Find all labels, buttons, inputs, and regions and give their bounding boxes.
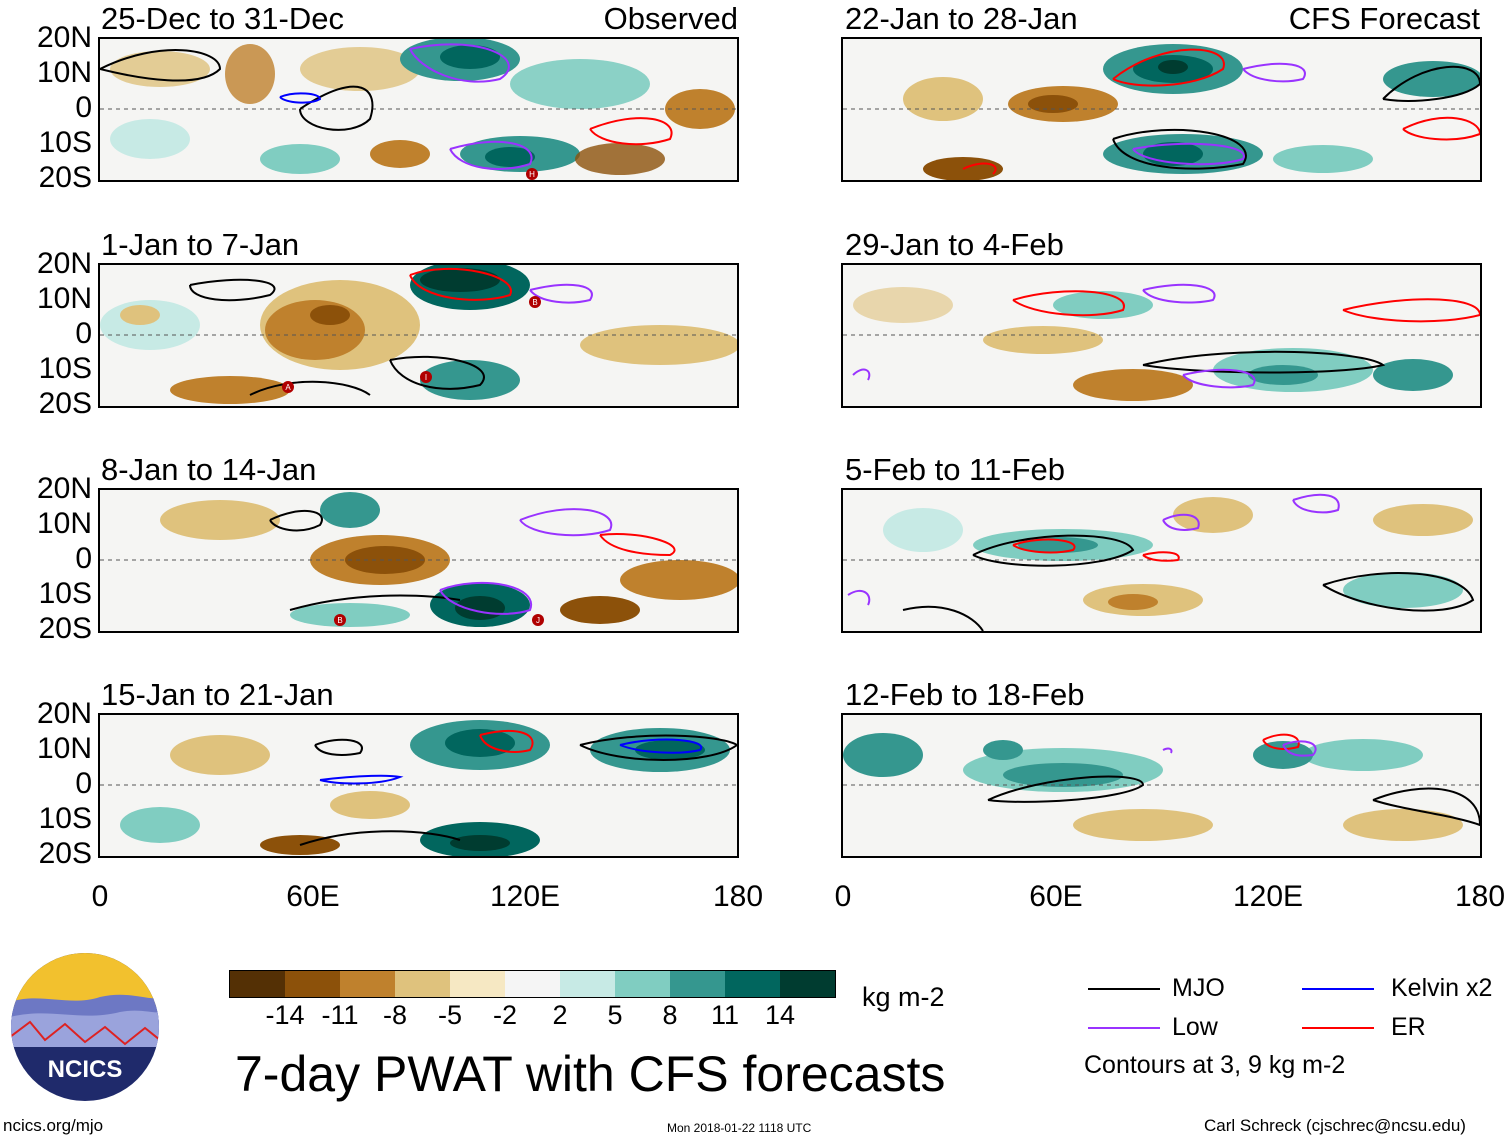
lon-label: 180 xyxy=(1454,880,1506,913)
map-plot: B A I xyxy=(98,263,739,408)
lon-label: 60E xyxy=(1029,880,1083,913)
colorbar-swatch xyxy=(670,971,725,997)
lat-label: 20S xyxy=(38,387,92,420)
colorbar-swatch xyxy=(615,971,670,997)
storm-marker-label: J xyxy=(536,616,540,625)
lat-label: 20N xyxy=(36,247,92,280)
legend-mjo-label: MJO xyxy=(1172,974,1225,1002)
storm-marker-label: B xyxy=(532,298,537,307)
map-plot xyxy=(841,713,1482,858)
lat-label: 10N xyxy=(36,732,92,765)
colorbar-tick: 11 xyxy=(710,1000,740,1030)
colorbar-tick: 5 xyxy=(607,1000,623,1030)
lon-label: 180 xyxy=(712,880,764,913)
lat-label: 20S xyxy=(38,837,92,870)
footer-credit: Carl Schreck (cjschrec@ncsu.edu) xyxy=(1204,1116,1466,1135)
cfs-forecast-tag: CFS Forecast xyxy=(1288,1,1480,36)
observed-tag: Observed xyxy=(603,1,738,36)
footer-url: ncics.org/mjo xyxy=(3,1116,104,1135)
legend-kelvin-line xyxy=(1302,988,1374,990)
storm-marker-label: I xyxy=(425,373,427,382)
colorbar-tick: 14 xyxy=(764,1000,796,1030)
panel-title: 8-Jan to 14-Jan xyxy=(101,452,317,487)
panel-title: 15-Jan to 21-Jan xyxy=(101,677,334,712)
lon-label: 0 xyxy=(834,880,852,913)
storm-marker-label: A xyxy=(285,383,291,392)
legend-low-label: Low xyxy=(1172,1013,1218,1041)
colorbar-tick: -11 xyxy=(321,1000,359,1030)
lat-label: 0 xyxy=(75,767,92,800)
lat-label: 10N xyxy=(36,507,92,540)
logo-text: NCICS xyxy=(48,1056,123,1083)
lat-label: 10N xyxy=(36,282,92,315)
lat-label: 0 xyxy=(75,317,92,350)
colorbar-tick: -8 xyxy=(382,1000,407,1030)
lat-label: 20N xyxy=(36,697,92,730)
lat-label: 10S xyxy=(38,802,92,835)
legend-er-label: ER xyxy=(1391,1013,1426,1041)
map-plot: H xyxy=(98,37,739,182)
colorbar-swatch xyxy=(340,971,395,997)
panel-title: 1-Jan to 7-Jan xyxy=(101,227,300,262)
colorbar-swatch xyxy=(780,971,835,997)
lat-label: 0 xyxy=(75,542,92,575)
map-plot xyxy=(841,263,1482,408)
panel-title: 22-Jan to 28-Jan xyxy=(845,1,1078,36)
legend-er-line xyxy=(1302,1027,1374,1029)
legend-low-line xyxy=(1088,1027,1160,1029)
colorbar-swatch xyxy=(560,971,615,997)
lat-label: 10S xyxy=(38,352,92,385)
legend-note: Contours at 3, 9 kg m-2 xyxy=(1084,1051,1346,1079)
lon-label: 60E xyxy=(286,880,340,913)
colorbar-swatch xyxy=(505,971,560,997)
colorbar-tick: 8 xyxy=(662,1000,678,1030)
legend-kelvin-label: Kelvin x2 xyxy=(1391,974,1493,1002)
lat-label: 20S xyxy=(38,612,92,645)
colorbar-tick: -2 xyxy=(492,1000,517,1030)
map-plot xyxy=(841,488,1482,633)
lon-label: 120E xyxy=(1232,880,1304,913)
map-plot xyxy=(98,713,739,858)
main-title: 7-day PWAT with CFS forecasts xyxy=(235,1046,946,1102)
lat-label: 20N xyxy=(36,472,92,505)
colorbar-tick: 2 xyxy=(552,1000,568,1030)
lon-label: 120E xyxy=(489,880,561,913)
colorbar-swatch xyxy=(725,971,780,997)
storm-marker-label: B xyxy=(337,616,342,625)
footer-timestamp: Mon 2018-01-22 1118 UTC xyxy=(667,1121,812,1135)
colorbar-swatch xyxy=(450,971,505,997)
map-plot xyxy=(841,37,1482,182)
panel-title: 12-Feb to 18-Feb xyxy=(845,677,1085,712)
lat-label: 10S xyxy=(38,126,92,159)
storm-marker-label: H xyxy=(529,170,535,179)
ncics-logo: NCICS xyxy=(10,952,160,1102)
colorbar-tick: -5 xyxy=(437,1000,462,1030)
colorbar-swatch xyxy=(285,971,340,997)
colorbar-unit: kg m-2 xyxy=(862,982,945,1012)
colorbar-swatch xyxy=(230,971,285,997)
colorbar-swatch xyxy=(395,971,450,997)
colorbar xyxy=(229,970,836,998)
lon-label: 0 xyxy=(91,880,109,913)
panel-title: 5-Feb to 11-Feb xyxy=(845,452,1065,487)
lat-label: 20N xyxy=(36,21,92,54)
lat-label: 20S xyxy=(38,161,92,194)
lat-label: 10S xyxy=(38,577,92,610)
lat-label: 0 xyxy=(75,91,92,124)
legend-mjo-line xyxy=(1088,988,1160,990)
panel-title: 25-Dec to 31-Dec xyxy=(101,1,344,36)
lat-label: 10N xyxy=(36,56,92,89)
colorbar-tick: -14 xyxy=(265,1000,305,1030)
panel-title: 29-Jan to 4-Feb xyxy=(845,227,1064,262)
